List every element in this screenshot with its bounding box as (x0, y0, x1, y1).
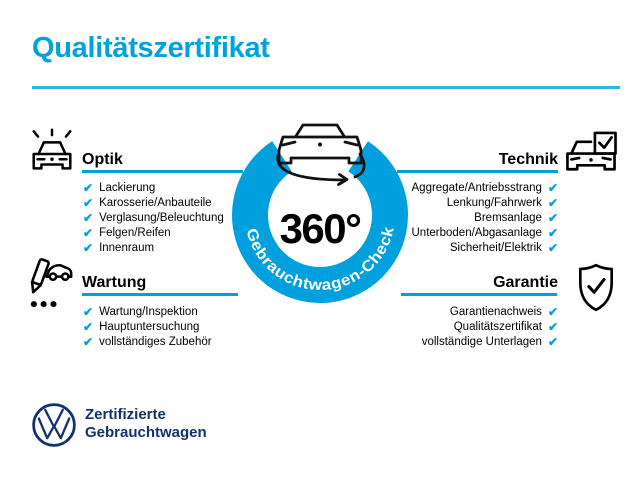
item-label: vollständiges Zubehör (99, 335, 212, 348)
check-icon: ✔ (547, 180, 558, 195)
brand-line2: Gebrauchtwagen (85, 424, 207, 441)
degrees-label: 360° (280, 205, 361, 252)
section-underline (82, 293, 238, 296)
brand-line1: Zertifizierte (85, 406, 166, 423)
section-heading-optik: Optik (82, 151, 123, 168)
rotating-car-icon (276, 123, 366, 186)
checklist-item: Bremsanlage ✔ (412, 210, 558, 225)
item-label: vollständige Unterlagen (421, 335, 542, 348)
item-label: Unterboden/Abgasanlage (411, 226, 542, 239)
item-label: Hauptuntersuchung (99, 320, 200, 333)
checklist-item: ✔ Karosserie/Anbauteile (83, 195, 224, 210)
checklist-item: Garantienachweis ✔ (422, 304, 558, 319)
check-icon: ✔ (83, 240, 94, 255)
check-icon: ✔ (547, 334, 558, 349)
item-label: Innenraum (99, 241, 155, 254)
checklist-item: Aggregate/Antriebsstrang ✔ (411, 180, 558, 195)
checklist-item: ✔ Wartung/Inspektion (83, 304, 212, 319)
check-icon: ✔ (547, 319, 558, 334)
checklist-item: ✔ Hauptuntersuchung (83, 319, 212, 334)
page-title: Qualitätszertifikat (32, 32, 270, 64)
garantie-checklist: Garantienachweis ✔ Qualitätszertifikat ✔ v… (422, 304, 558, 349)
check-icon: ✔ (83, 195, 94, 210)
section-underline (397, 170, 558, 173)
check-icon: ✔ (83, 319, 94, 334)
360-check-badge: Gebrauchtwagen-Check 360° (232, 123, 408, 303)
check-icon: ✔ (547, 304, 558, 319)
checklist-item: vollständige Unterlagen ✔ (422, 334, 558, 349)
checklist-item: Unterboden/Abgasanlage ✔ (412, 225, 559, 240)
shield-check-icon (578, 263, 614, 312)
section-heading-technik: Technik (498, 151, 558, 168)
section-underline (82, 170, 243, 173)
optik-checklist: ✔ Lackierung ✔ Karosserie/Anbauteile ✔ Verg… (83, 180, 224, 255)
item-label: Bremsanlage (474, 211, 542, 224)
check-icon: ✔ (547, 210, 558, 225)
pencil-car-checklist-icon (30, 258, 73, 308)
checklist-item: Qualitätszertifikat ✔ (422, 319, 558, 334)
sparkling-car-icon (32, 128, 72, 170)
item-label: Felgen/Reifen (99, 226, 171, 239)
section-underline (401, 293, 557, 296)
section-heading-garantie: Garantie (493, 274, 558, 291)
item-label: Lenkung/Fahrwerk (446, 196, 542, 209)
item-label: Wartung/Inspektion (99, 305, 198, 318)
brand-text: Zertifizierte Gebrauchtwagen (85, 406, 207, 442)
checklist-item: Sicherheit/Elektrik ✔ (412, 240, 558, 255)
check-icon: ✔ (83, 210, 94, 225)
check-icon: ✔ (83, 334, 94, 349)
item-label: Garantienachweis (449, 305, 542, 318)
item-label: Sicherheit/Elektrik (449, 241, 542, 254)
technik-checklist: Aggregate/Antriebsstrang ✔ Lenkung/Fahrwe… (412, 180, 559, 255)
check-icon: ✔ (83, 225, 94, 240)
checklist-item: ✔ Verglasung/Beleuchtung (83, 210, 224, 225)
check-icon: ✔ (83, 180, 94, 195)
vw-logo (32, 403, 76, 447)
check-icon: ✔ (83, 304, 94, 319)
item-label: Verglasung/Beleuchtung (99, 211, 224, 224)
checklist-item: ✔ Lackierung (83, 180, 224, 195)
checklist-item: Lenkung/Fahrwerk ✔ (412, 195, 558, 210)
section-heading-wartung: Wartung (82, 274, 147, 291)
item-label: Lackierung (99, 181, 156, 194)
check-icon: ✔ (547, 240, 558, 255)
car-checkbox-icon (566, 131, 617, 171)
item-label: Karosserie/Anbauteile (99, 196, 212, 209)
checklist-item: ✔ vollständiges Zubehör (83, 334, 212, 349)
check-icon: ✔ (547, 225, 558, 240)
wartung-checklist: ✔ Wartung/Inspektion ✔ Hauptuntersuchung ✔… (83, 304, 212, 349)
item-label: Aggregate/Antriebsstrang (411, 181, 542, 194)
check-icon: ✔ (547, 195, 558, 210)
item-label: Qualitätszertifikat (453, 320, 542, 333)
checklist-item: ✔ Innenraum (83, 240, 224, 255)
checklist-item: ✔ Felgen/Reifen (83, 225, 224, 240)
title-divider (32, 86, 620, 89)
